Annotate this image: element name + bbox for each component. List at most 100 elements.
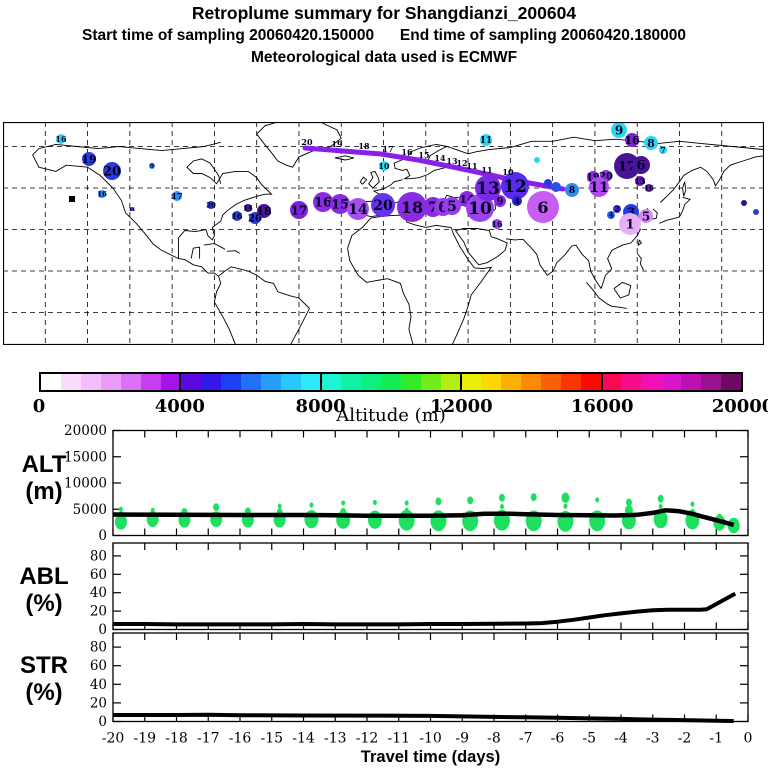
y-tick-label: 20 <box>90 695 107 711</box>
value-ticks <box>113 646 748 723</box>
svg-text:11: 11 <box>481 165 492 175</box>
colorbar-separator <box>319 372 322 392</box>
y-tick-label: 0 <box>98 714 107 730</box>
y-tick-label: 80 <box>90 548 107 564</box>
plume-marker <box>149 163 155 169</box>
colorbar-gradient <box>39 372 743 392</box>
plume-marker-label: 16 <box>231 211 243 221</box>
x-tick-label: -20 <box>102 731 125 747</box>
plume-marker <box>475 175 501 201</box>
plume-marker <box>534 157 540 163</box>
plume-marker <box>172 191 182 201</box>
colorbar-segment <box>521 374 541 390</box>
plume-marker <box>611 122 627 138</box>
plume-marker <box>330 194 350 214</box>
altitude-bubble <box>595 497 600 503</box>
abl-line <box>113 591 737 627</box>
y-tick-label: 40 <box>90 585 107 601</box>
colorbar-tick-label: 12000 <box>430 396 493 417</box>
altitude-bubble <box>150 507 155 513</box>
colorbar-segment <box>41 374 61 390</box>
x-tick-label: -11 <box>387 731 410 747</box>
plume-marker-label: 13 <box>476 179 500 199</box>
plume-marker <box>512 196 522 206</box>
colorbar-segment <box>301 374 321 390</box>
altitude-bubble <box>563 503 568 509</box>
plume-marker-label: 16 <box>97 190 107 199</box>
altitude-bubble <box>658 504 663 510</box>
x-tick-label: -10 <box>419 731 442 747</box>
y-tick-label: 60 <box>90 658 107 674</box>
colorbar-segment <box>61 374 81 390</box>
plume-marker-label: 16 <box>624 134 640 147</box>
svg-text:20: 20 <box>301 137 313 147</box>
plume-marker <box>313 192 333 212</box>
plume-marker-label: 17 <box>618 160 636 175</box>
x-tick-label: -17 <box>197 731 220 747</box>
plume-marker-label: 1 <box>625 218 634 233</box>
plume-marker-label: 12 <box>503 177 527 197</box>
plume-marker <box>614 153 640 179</box>
x-tick-label: -1 <box>709 731 723 747</box>
plume-marker-label: 19 <box>81 153 96 166</box>
plume-marker <box>492 219 502 229</box>
plume-marker <box>625 133 639 147</box>
colorbar-segment <box>101 374 121 390</box>
colorbar-segment <box>421 374 441 390</box>
x-tick-label: -3 <box>646 731 660 747</box>
colorbar-segment <box>381 374 401 390</box>
colorbar-segment <box>341 374 361 390</box>
plume-marker-label: 20 <box>599 172 613 183</box>
colorbar-segment <box>581 374 601 390</box>
plume-marker-label: 18 <box>256 205 272 218</box>
plume-marker-label: 11 <box>589 180 608 196</box>
alt-line <box>112 508 735 528</box>
plume-marker-label: 20 <box>373 198 393 214</box>
svg-text:15: 15 <box>418 150 429 160</box>
panel-frame <box>112 632 749 723</box>
plume-marker-label: 17 <box>171 191 182 201</box>
altitude-bubble <box>118 506 123 512</box>
trajectory-line <box>302 145 566 192</box>
colorbar-segment <box>121 374 141 390</box>
colorbar-segment <box>501 374 521 390</box>
plume-marker <box>544 179 552 187</box>
plume-marker-label: 9 <box>615 123 623 137</box>
altitude-bubble <box>727 517 740 534</box>
colorbar-segment <box>201 374 221 390</box>
plume-marker-label: 4 <box>514 196 520 206</box>
plume-marker <box>527 191 559 223</box>
colorbar-segment <box>81 374 101 390</box>
colorbar-tick-label: 20000 <box>711 396 768 417</box>
svg-text:12: 12 <box>456 158 467 168</box>
x-tick-label: -6 <box>551 731 565 747</box>
colorbar-segment <box>181 374 201 390</box>
plume-marker <box>207 201 215 209</box>
plume-marker <box>741 200 747 206</box>
colorbar-segment <box>661 374 681 390</box>
altitude-bubble <box>561 492 570 503</box>
plume-marker <box>397 192 427 222</box>
panel-abl: 0 20 40 60 80 ABL(%) <box>19 542 749 638</box>
x-tick-label: -8 <box>487 731 501 747</box>
plume-marker-label: 16 <box>314 196 332 211</box>
y-tick-label: 0 <box>98 528 107 544</box>
colorbar-title: Altitude (m) <box>336 405 446 426</box>
colorbar-segment <box>221 374 241 390</box>
colorbar-tick-label: 8000 <box>295 396 346 417</box>
svg-text:13: 13 <box>446 156 458 166</box>
colorbar-segment <box>281 374 301 390</box>
plume-marker <box>494 195 506 207</box>
plume-marker <box>635 176 645 186</box>
plume-marker <box>130 207 134 211</box>
panel-str: 0 20 40 60 80 STR(%) <box>20 632 749 730</box>
altitude-bubble <box>372 499 377 506</box>
plume-marker <box>589 177 609 197</box>
plume-marker <box>644 136 658 150</box>
colorbar-segment <box>241 374 261 390</box>
colorbar-segment <box>481 374 501 390</box>
plume-marker <box>607 211 615 219</box>
plume-marker-label: 9 <box>150 163 154 170</box>
